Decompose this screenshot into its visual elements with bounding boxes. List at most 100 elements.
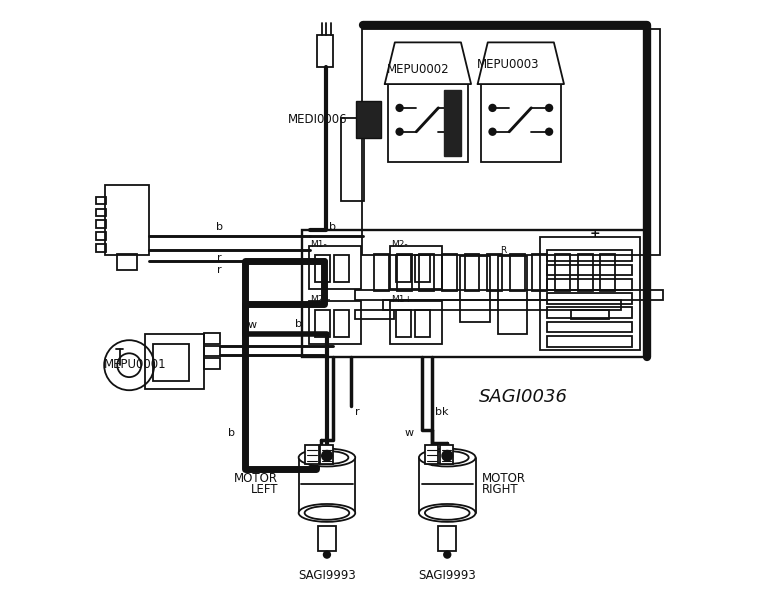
Text: w: w xyxy=(248,320,257,330)
Bar xyxy=(419,254,434,291)
Bar xyxy=(318,526,336,551)
Ellipse shape xyxy=(305,506,349,520)
Bar xyxy=(390,301,442,344)
Bar xyxy=(355,290,663,300)
Circle shape xyxy=(396,104,404,112)
Bar xyxy=(305,445,318,464)
Text: MOTOR: MOTOR xyxy=(482,472,526,485)
Text: w: w xyxy=(404,427,414,438)
Bar xyxy=(601,254,615,291)
Bar xyxy=(203,346,220,356)
Bar xyxy=(540,237,640,350)
Bar xyxy=(96,208,106,216)
Bar xyxy=(356,101,380,138)
Bar xyxy=(145,334,203,389)
Circle shape xyxy=(323,550,331,559)
Ellipse shape xyxy=(426,451,468,464)
Circle shape xyxy=(396,128,404,136)
Circle shape xyxy=(321,450,333,461)
Bar xyxy=(341,118,364,201)
Bar xyxy=(425,445,438,464)
Bar xyxy=(415,310,430,337)
Bar xyxy=(334,255,349,282)
Bar xyxy=(547,250,632,261)
Bar xyxy=(547,279,632,290)
Bar xyxy=(117,254,137,270)
Bar xyxy=(383,300,621,310)
Circle shape xyxy=(443,550,451,559)
Bar xyxy=(481,84,561,162)
Text: RIGHT: RIGHT xyxy=(482,482,519,496)
Text: SAGI9993: SAGI9993 xyxy=(298,569,356,582)
Bar xyxy=(415,255,430,282)
Circle shape xyxy=(489,104,497,112)
Circle shape xyxy=(545,104,553,112)
Bar xyxy=(388,84,468,162)
Text: LEFT: LEFT xyxy=(250,482,278,496)
Bar xyxy=(547,322,632,333)
Bar xyxy=(96,220,106,228)
Text: MEPU0001: MEPU0001 xyxy=(104,358,166,371)
Bar xyxy=(440,445,453,464)
Text: MEPU0002: MEPU0002 xyxy=(386,63,449,76)
Bar xyxy=(396,255,411,282)
Ellipse shape xyxy=(425,506,469,520)
Text: b: b xyxy=(216,222,223,232)
Text: M1+: M1+ xyxy=(391,296,412,304)
Text: r: r xyxy=(217,253,222,263)
Polygon shape xyxy=(385,42,471,84)
Bar xyxy=(315,310,330,337)
Text: b: b xyxy=(295,319,302,328)
Bar xyxy=(547,307,632,318)
Text: R: R xyxy=(499,246,506,255)
Text: SAGI0036: SAGI0036 xyxy=(479,388,568,406)
Bar xyxy=(334,310,349,337)
Bar xyxy=(309,301,362,344)
Bar xyxy=(362,29,660,255)
Text: MEPU0003: MEPU0003 xyxy=(478,58,540,71)
Bar xyxy=(320,445,333,464)
Bar xyxy=(105,184,149,255)
Bar xyxy=(547,264,632,275)
Bar xyxy=(153,344,189,381)
Bar xyxy=(203,333,220,344)
Bar xyxy=(577,254,593,291)
Ellipse shape xyxy=(298,504,356,522)
Circle shape xyxy=(441,450,453,461)
Bar xyxy=(396,310,411,337)
Bar xyxy=(487,254,502,291)
Bar xyxy=(442,254,457,291)
Bar xyxy=(533,254,547,291)
Bar xyxy=(397,254,411,291)
Text: M2-: M2- xyxy=(391,240,408,249)
Bar xyxy=(203,358,220,369)
Bar xyxy=(355,310,393,319)
Bar xyxy=(96,196,106,204)
Text: M2+: M2+ xyxy=(310,296,331,304)
Bar xyxy=(555,254,570,291)
Circle shape xyxy=(452,104,461,112)
Bar xyxy=(570,310,609,319)
Polygon shape xyxy=(478,42,564,84)
Text: r: r xyxy=(355,407,359,417)
Text: r: r xyxy=(217,264,222,275)
Bar xyxy=(374,254,389,291)
Text: bk: bk xyxy=(435,407,449,417)
Bar xyxy=(547,336,632,347)
Text: b: b xyxy=(227,427,235,438)
Bar xyxy=(509,254,525,291)
Ellipse shape xyxy=(419,448,475,466)
Bar xyxy=(465,254,479,291)
Ellipse shape xyxy=(305,451,349,464)
Bar xyxy=(444,90,461,156)
Bar xyxy=(460,256,489,322)
Text: b: b xyxy=(329,222,336,232)
Circle shape xyxy=(489,128,497,136)
Bar xyxy=(309,246,362,289)
Text: MEDI0006: MEDI0006 xyxy=(288,113,348,127)
Bar xyxy=(499,256,527,334)
Bar xyxy=(318,35,333,67)
Text: SAGI9993: SAGI9993 xyxy=(418,569,476,582)
Bar xyxy=(390,246,442,289)
Text: +: + xyxy=(590,226,601,239)
